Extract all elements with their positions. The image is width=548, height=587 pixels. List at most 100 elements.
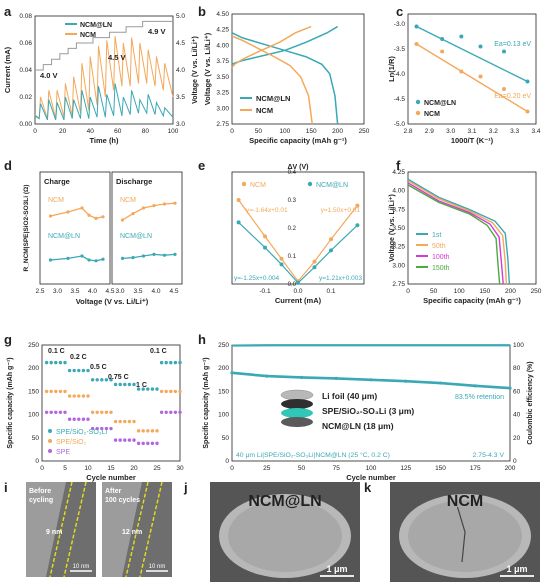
panel-d-xtick: 4.0 bbox=[88, 288, 97, 295]
panel-g-point bbox=[81, 368, 86, 373]
panel-d-point bbox=[66, 256, 70, 260]
panel-a-ytick: 0.06 bbox=[19, 40, 32, 47]
panel-c-legend-marker bbox=[415, 99, 421, 105]
panel-g-rate-label: 0.2 C bbox=[70, 354, 87, 361]
panel-g-point bbox=[49, 410, 53, 414]
panel-g-point bbox=[77, 394, 81, 398]
panel-e-legend-label: NCM@LN bbox=[316, 182, 348, 189]
panel-c-ea-label: Ea=0.13 eV bbox=[494, 41, 531, 48]
panel-b-curve bbox=[231, 32, 339, 125]
panel-j-tile: NCM@LN 1 μm bbox=[210, 482, 360, 582]
panel-h-xtick: 125 bbox=[400, 465, 411, 472]
panel-g-point bbox=[136, 441, 141, 446]
panel-f-curve bbox=[407, 178, 511, 285]
panel-h-capacity-point bbox=[265, 374, 269, 378]
panel-g-point bbox=[72, 417, 76, 421]
panel-e-equation: y=1.50x+0.01 bbox=[321, 207, 361, 214]
panel-g-point bbox=[173, 410, 178, 414]
panel-g-point bbox=[146, 441, 150, 446]
scale-label: 10 nm bbox=[149, 564, 166, 570]
panel-h-xtick: 75 bbox=[333, 465, 341, 472]
panel-h-layer-ncm bbox=[281, 408, 313, 418]
panel-h-capacity-point bbox=[438, 381, 443, 385]
panel-label-e: e bbox=[198, 158, 205, 173]
panel-g-xtick: 10 bbox=[84, 465, 92, 472]
panel-g-point bbox=[150, 387, 155, 391]
panel-g-point bbox=[95, 426, 99, 431]
panel-d-frame bbox=[39, 171, 111, 285]
panel-d-point bbox=[131, 212, 135, 216]
panel-g-point bbox=[90, 426, 95, 431]
panel-f-curve bbox=[407, 182, 504, 285]
panel-a-y2label: Voltage (V vs. Li/Li⁺) bbox=[192, 36, 199, 104]
panel-g-point bbox=[132, 419, 136, 424]
panel-g-point bbox=[132, 438, 136, 442]
panel-c-point bbox=[459, 34, 464, 39]
panel-e-legend-marker bbox=[241, 181, 247, 187]
panel-d-point bbox=[48, 258, 53, 262]
panel-h-ytick: 200 bbox=[218, 365, 229, 372]
panel-d-point bbox=[101, 257, 105, 261]
panel-d-series-label: NCM bbox=[48, 197, 64, 204]
panel-g-point bbox=[81, 417, 86, 421]
panel-g-point bbox=[123, 382, 127, 387]
panel-d-point bbox=[141, 254, 146, 258]
panel-h-xtick: 50 bbox=[298, 465, 306, 472]
panel-h-ytick: 150 bbox=[218, 388, 229, 395]
sem-crack bbox=[456, 506, 466, 563]
panel-a-xtick: 100 bbox=[168, 128, 179, 135]
panel-a-xtick: 40 bbox=[87, 128, 95, 135]
panel-c-legend-label: NCM@LN bbox=[424, 100, 456, 107]
panel-c-xtick: 3.4 bbox=[531, 128, 540, 135]
panel-e-point bbox=[296, 280, 300, 285]
panel-b-ytick: 4.25 bbox=[216, 27, 229, 34]
panel-g-point bbox=[77, 417, 81, 421]
panel-g-point bbox=[169, 410, 173, 414]
panel-h-y2tick: 80 bbox=[513, 365, 521, 372]
tem-boundary-line bbox=[49, 481, 73, 578]
panel-g-point bbox=[127, 438, 132, 442]
panel-h-layer-spe bbox=[281, 399, 313, 409]
panel-d-xtick: 3.0 bbox=[53, 288, 62, 295]
panel-g-point bbox=[86, 417, 90, 421]
panel-e-fit-line bbox=[238, 221, 358, 284]
panel-d-series-label: NCM bbox=[120, 197, 136, 204]
panel-a-note: 4.5 V bbox=[108, 53, 126, 62]
panel-a-xtick: 20 bbox=[59, 128, 67, 135]
panel-c-xtick: 2.8 bbox=[403, 128, 412, 135]
panel-d-series-label: NCM@LN bbox=[48, 233, 80, 240]
panel-e-legend-marker bbox=[307, 181, 313, 187]
panel-a-ytick: 0.08 bbox=[19, 13, 32, 20]
panel-h-layer-label: SPE/SiO₂-SO₃Li (3 μm) bbox=[322, 406, 414, 416]
panel-h-capacity-point bbox=[473, 384, 477, 388]
panel-c-fit-line bbox=[416, 43, 528, 113]
panel-a-legend-label: NCM bbox=[80, 32, 96, 39]
panel-d-subtitle: Discharge bbox=[116, 177, 152, 186]
panel-g-point bbox=[90, 410, 95, 414]
panel-e-point bbox=[263, 245, 267, 250]
panel-h-capacity-point bbox=[230, 371, 234, 375]
panel-h-y2label: Coulombic efficiency (%) bbox=[527, 361, 534, 444]
panel-a-y2tick: 5.0 bbox=[176, 13, 185, 20]
panel-h-xtick: 150 bbox=[435, 465, 446, 472]
panel-g-ytick: 50 bbox=[32, 435, 40, 442]
panel-d-point bbox=[120, 256, 125, 260]
panel-g-point bbox=[169, 389, 173, 394]
panel-f-xtick: 200 bbox=[505, 288, 516, 295]
panel-g-point bbox=[109, 378, 113, 382]
panel-g-rate-label: 1 C bbox=[136, 382, 147, 389]
panel-d-xtick: 4.0 bbox=[151, 288, 160, 295]
panel-g-point bbox=[58, 360, 63, 365]
panel-h-y2tick: 40 bbox=[513, 412, 521, 419]
panel-e-equation: y=-1.64x+0.01 bbox=[246, 207, 288, 214]
panel-g-point bbox=[118, 382, 122, 387]
panel-g-point bbox=[164, 389, 168, 394]
panel-h-capacity-point bbox=[334, 376, 338, 381]
panel-b-ytick: 3.25 bbox=[216, 90, 229, 97]
panel-a-xlabel: Time (h) bbox=[89, 136, 119, 145]
panel-g-point bbox=[100, 426, 104, 431]
panel-g-point bbox=[159, 389, 164, 394]
panel-g-point bbox=[113, 438, 118, 442]
panel-g-point bbox=[72, 394, 76, 398]
panel-c-point bbox=[459, 69, 464, 74]
